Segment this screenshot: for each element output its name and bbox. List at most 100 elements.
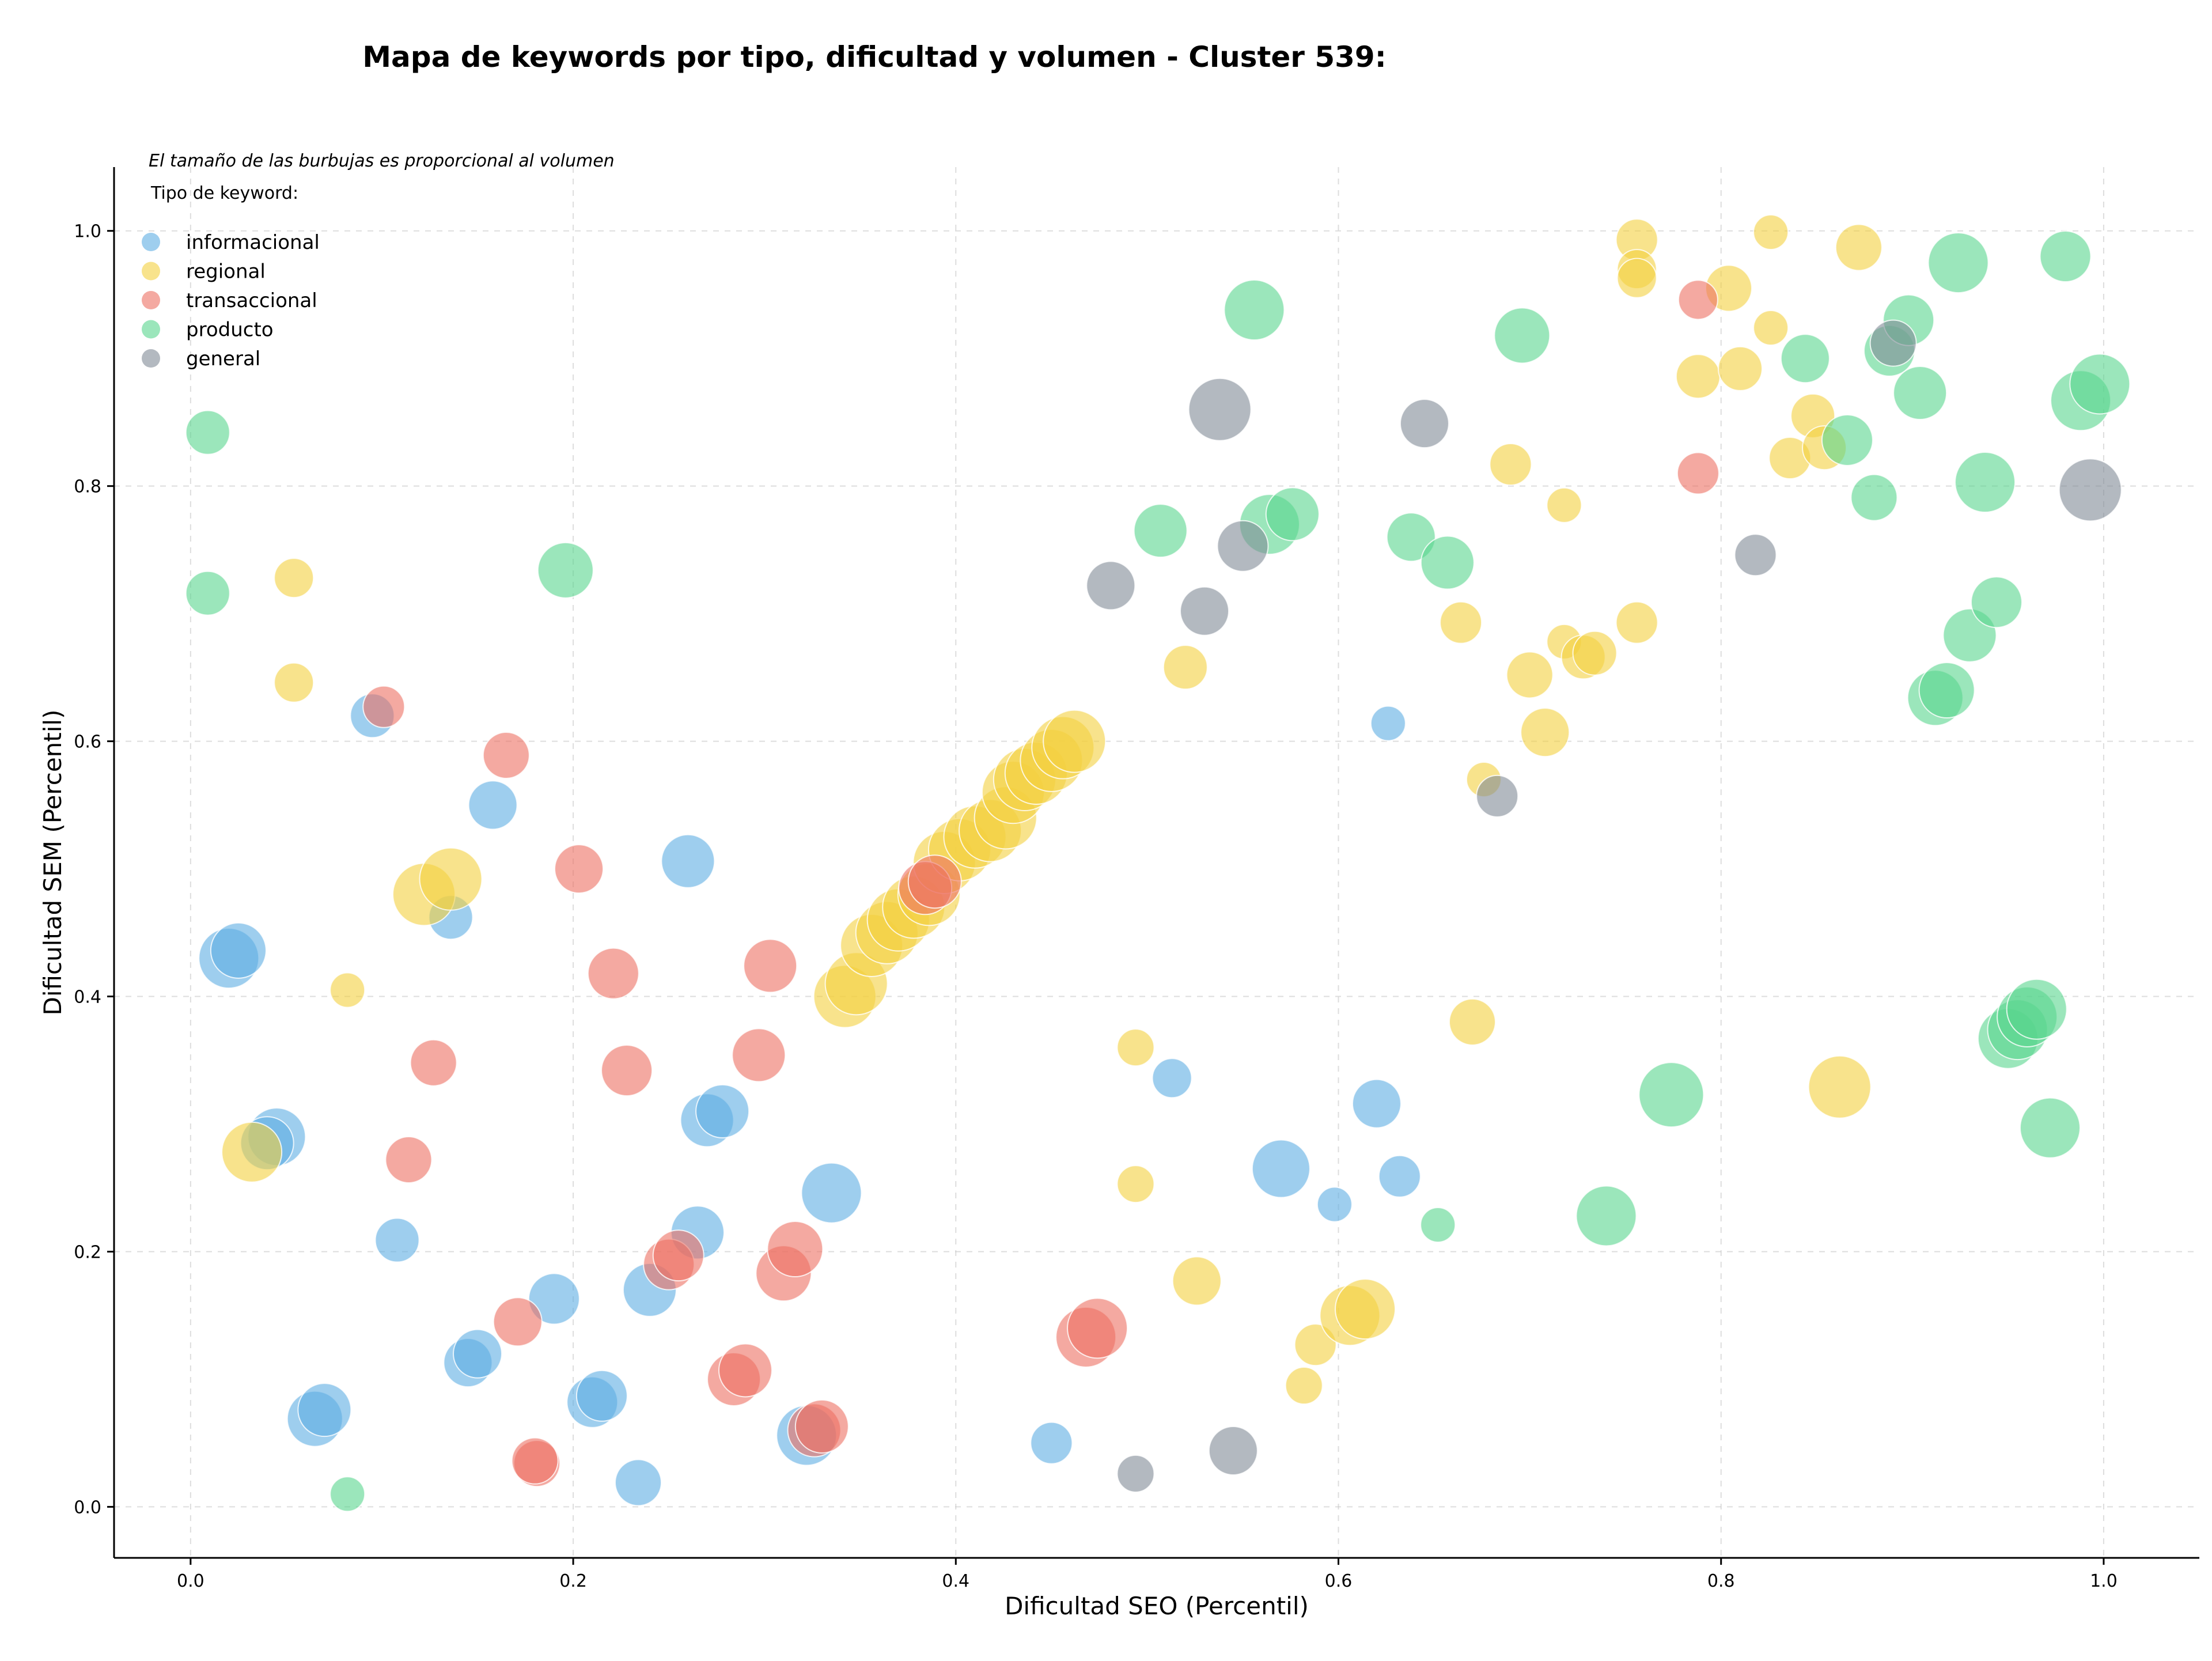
bubble-informacional: [297, 1383, 352, 1437]
legend-marker: [142, 349, 160, 368]
bubble-regional: [1489, 443, 1532, 486]
bubble-producto: [1927, 232, 1989, 294]
bubble-producto: [1955, 452, 2016, 513]
bubble-producto: [1224, 279, 1285, 341]
bubble-informacional: [1316, 1186, 1353, 1223]
legend-label: informacional: [186, 231, 320, 254]
bubble-regional: [1520, 707, 1570, 758]
legend-marker: [142, 291, 160, 309]
bubble-producto: [1821, 414, 1873, 466]
bubble-transaccional: [587, 947, 639, 1000]
bubble-informacional: [374, 1217, 420, 1263]
legend-label: transaccional: [186, 289, 317, 312]
bubble-producto: [185, 410, 230, 455]
bubble-informacional: [468, 780, 518, 830]
bubble-regional: [221, 1121, 283, 1183]
legend-item-general: general: [142, 347, 260, 370]
bubble-regional: [1506, 651, 1554, 699]
legend-item-informacional: informacional: [142, 231, 320, 254]
bubble-transaccional: [907, 854, 962, 909]
bubble-general: [1086, 561, 1136, 611]
bubble-regional: [1616, 258, 1657, 298]
bubble-general: [1399, 399, 1449, 449]
bubble-general: [1116, 1454, 1155, 1493]
bubble-regional: [1172, 1256, 1222, 1306]
bubble-transaccional: [718, 1343, 772, 1398]
legend-marker: [142, 233, 160, 251]
x-tick-label: 1.0: [2090, 1571, 2118, 1591]
bubble-general: [1180, 586, 1230, 636]
bubble-regional: [1808, 1055, 1872, 1119]
bubble-transaccional: [362, 685, 406, 728]
bubble-regional: [1335, 1278, 1396, 1340]
bubble-regional: [1116, 1165, 1155, 1204]
bubble-informacional: [614, 1459, 662, 1507]
x-tick-label: 0.0: [177, 1571, 204, 1591]
bubble-regional: [1440, 601, 1483, 644]
bubble-general: [1188, 377, 1252, 441]
legend-label: regional: [186, 260, 266, 283]
axis-ticks: 0.0 0.2 0.4 0.6 0.8 1.0 0.0 0.2 0.4 0.6 0.8 1.0: [74, 222, 2118, 1591]
bubble-regional: [1615, 601, 1658, 644]
bubble-regional: [1294, 1323, 1337, 1367]
legend-marker: [142, 262, 160, 281]
bubble-informacional: [210, 922, 267, 979]
bubble-producto: [329, 1476, 366, 1512]
bubble-producto: [1970, 576, 2022, 629]
bubble-regional: [1753, 310, 1789, 346]
bubble-regional: [274, 662, 315, 703]
bubble-transaccional: [652, 1229, 704, 1282]
bubble-informacional: [1030, 1421, 1073, 1465]
bubble-regional: [1675, 354, 1721, 399]
bubble-general: [1734, 534, 1777, 577]
legend-label: general: [186, 347, 260, 370]
bubble-general: [1208, 1425, 1258, 1475]
bubble-transaccional: [794, 1399, 849, 1454]
series-producto: [185, 230, 2131, 1512]
bubble-informacional: [1251, 1139, 1310, 1198]
bubble-transaccional: [601, 1044, 653, 1096]
series-general: [1086, 319, 2122, 1493]
x-tick-label: 0.8: [1707, 1571, 1735, 1591]
bubble-general: [2058, 458, 2122, 522]
bubble-regional: [1835, 224, 1883, 271]
bubble-regional: [274, 558, 315, 599]
bubble-producto: [1386, 512, 1436, 562]
x-tick-label: 0.2: [559, 1571, 587, 1591]
bubble-informacional: [1152, 1058, 1192, 1099]
bubble-regional: [1116, 1028, 1155, 1067]
legend-title: Tipo de keyword:: [150, 183, 298, 203]
x-tick-label: 0.6: [1325, 1571, 1353, 1591]
bubble-regional: [1572, 630, 1618, 676]
bubble-producto: [1575, 1185, 1637, 1247]
bubble-informacional: [1351, 1079, 1402, 1129]
bubble-transaccional: [554, 844, 604, 894]
y-tick-label: 0.8: [74, 477, 101, 497]
bubble-producto: [1265, 487, 1320, 542]
y-tick-label: 0.2: [74, 1242, 101, 1262]
bubbles: [185, 214, 2131, 1512]
bubble-informacional: [528, 1273, 580, 1325]
bubble-producto: [1494, 307, 1551, 364]
bubble-producto: [2039, 230, 2092, 283]
bubble-producto: [2006, 978, 2067, 1040]
bubble-informacional: [801, 1162, 862, 1224]
bubble-transaccional: [410, 1039, 457, 1087]
bubble-transaccional: [1677, 279, 1718, 320]
bubble-regional: [1043, 709, 1107, 773]
bubble-informacional: [453, 1329, 503, 1379]
bubble-informacional: [1378, 1155, 1421, 1198]
bubble-producto: [2069, 353, 2131, 415]
bubble-general: [1869, 319, 1917, 367]
bubble-producto: [1918, 662, 1975, 719]
bubble-producto: [1850, 474, 1898, 521]
bubble-size-note: El tamaño de las burbujas es proporciona…: [149, 151, 615, 171]
y-tick-label: 0.0: [74, 1497, 101, 1518]
bubble-regional: [1448, 998, 1496, 1046]
legend-item-regional: regional: [142, 260, 266, 283]
y-tick-label: 0.6: [74, 732, 101, 752]
bubble-producto: [1780, 334, 1830, 384]
bubble-informacional: [695, 1084, 750, 1138]
y-tick-label: 0.4: [74, 987, 101, 1008]
